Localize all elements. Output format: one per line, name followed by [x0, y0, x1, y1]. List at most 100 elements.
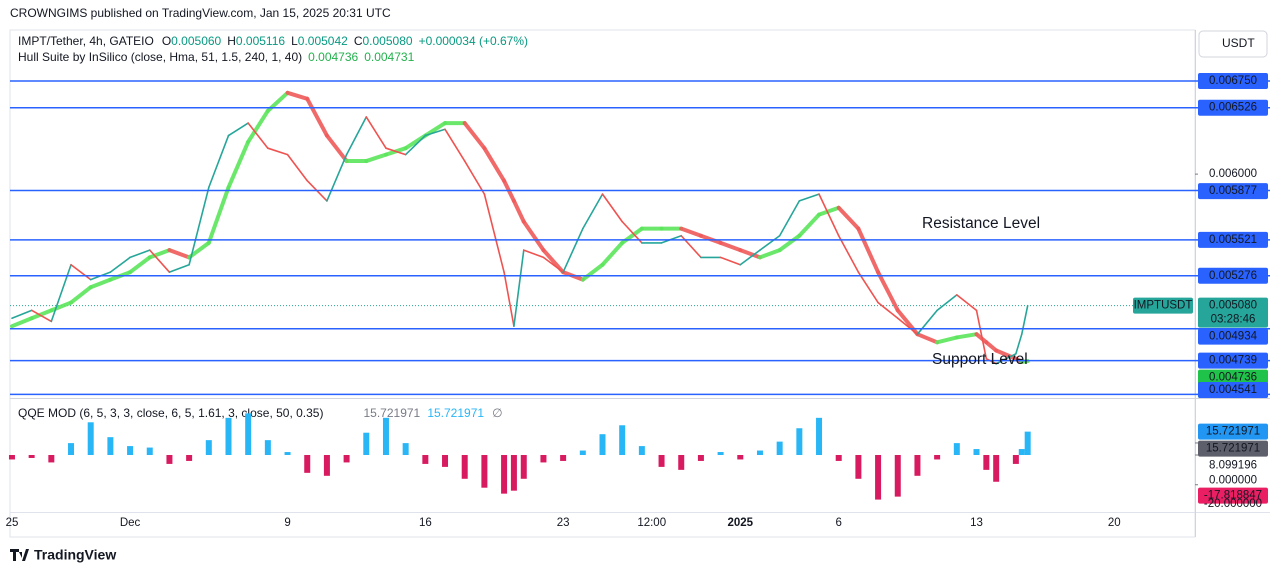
- qqe-bar: [481, 455, 488, 488]
- qqe-bar: [678, 455, 685, 470]
- price-segment: [267, 147, 289, 156]
- brand: TradingView: [34, 547, 116, 563]
- qqe-bar: [934, 455, 941, 460]
- axis-label: 0.006000: [1209, 168, 1257, 180]
- x-tick-label: Dec: [120, 517, 141, 529]
- annotation: Resistance Level: [922, 215, 1040, 232]
- qqe-bar: [756, 450, 763, 455]
- hull-segment: [305, 96, 329, 138]
- price-segment: [345, 116, 368, 156]
- price-segment: [404, 134, 427, 156]
- hull-segment: [856, 226, 881, 275]
- currency-button[interactable]: [1198, 30, 1268, 58]
- hull-segment: [895, 308, 920, 337]
- hull-segment: [541, 248, 566, 275]
- hull-segment: [49, 300, 74, 313]
- axis-label-bg: [1198, 231, 1268, 248]
- price-segment: [542, 256, 564, 273]
- qqe-bar: [323, 455, 330, 476]
- axis-label: 03:28:46: [1211, 314, 1256, 326]
- qqe-bar: [1012, 455, 1019, 464]
- price-segment: [148, 249, 171, 273]
- qqe-bar: [107, 437, 114, 455]
- qqe-bar: [579, 450, 586, 455]
- price-segment: [1015, 333, 1023, 355]
- axis-label: -17.818847: [1204, 490, 1262, 502]
- qqe-bar: [560, 455, 567, 461]
- x-tick-label: 13: [970, 517, 983, 529]
- price-pane: [10, 90, 1195, 365]
- axis-label-bg: [1198, 183, 1268, 200]
- hull-segment: [246, 108, 270, 144]
- qqe-bar: [8, 455, 15, 460]
- axis-label-bg: [1198, 99, 1268, 116]
- hull-segment: [364, 152, 388, 164]
- x-tick-label: 23: [557, 517, 570, 529]
- qqe-bar: [146, 447, 153, 455]
- qqe-bar: [993, 455, 1000, 482]
- symbol-tag: IMPTUSDT: [1134, 300, 1193, 312]
- qqe-bar: [127, 446, 134, 455]
- hull-segment: [521, 219, 546, 253]
- hull-segment: [29, 308, 54, 321]
- qqe-bar: [776, 441, 783, 455]
- currency[interactable]: USDT: [1222, 36, 1255, 50]
- legend-value: 0.005116: [236, 34, 285, 48]
- legend-value: 0.005042: [298, 34, 348, 48]
- price-segment: [227, 122, 249, 137]
- qqe-title: QQE MOD (6, 5, 3, 3, close, 6, 5, 1.61, …: [18, 406, 323, 420]
- hull-legend: Hull Suite by InSilico (close, Hma, 51, …: [18, 50, 415, 64]
- qqe-bar: [186, 455, 193, 461]
- hull-segment: [88, 277, 113, 290]
- price-segment: [208, 134, 230, 189]
- symbol-tag-bg: [1133, 297, 1193, 314]
- qqe-bar: [540, 455, 547, 463]
- hull-segment: [679, 226, 703, 238]
- price-segment: [503, 271, 515, 327]
- hull-segment: [718, 240, 743, 253]
- x-tick-label: 20: [1108, 517, 1121, 529]
- qqe-bar: [835, 455, 842, 461]
- price-segment: [975, 309, 988, 360]
- price-segment: [936, 294, 958, 312]
- hull-segment: [738, 248, 762, 260]
- price-segment: [483, 193, 505, 273]
- hull-value: 0.004731: [364, 50, 414, 64]
- plot: 25 Dec 9 16 23 12:00 2025 6 13 20 IMPTUSDT 0.006750…: [6, 73, 1270, 529]
- qqe-bar: [599, 434, 606, 455]
- qqe-bar: [875, 455, 882, 500]
- price-segment: [877, 301, 899, 320]
- axis-label: 15.721971: [1206, 426, 1260, 438]
- axis-label: 0.006526: [1209, 102, 1257, 114]
- qqe-bar: [737, 455, 744, 460]
- x-tick-label: 6: [836, 517, 842, 529]
- qqe-bar: [402, 443, 409, 455]
- axis-label: 0.005521: [1209, 234, 1257, 246]
- hull-segment: [600, 240, 625, 267]
- hull-segment: [994, 348, 1018, 361]
- axis-label-bg: [1198, 267, 1268, 284]
- price-segment: [916, 309, 938, 335]
- qqe-bar: [87, 422, 94, 455]
- price-segment: [837, 234, 860, 273]
- price-segment: [956, 294, 978, 312]
- price-segment: [168, 263, 190, 273]
- axis-label-bg: [1198, 423, 1268, 440]
- legend-change: +0.000034 (+0.67%): [419, 34, 528, 48]
- axis-label-bg: [1198, 487, 1268, 504]
- price-segment: [759, 234, 781, 251]
- qqe-bar: [245, 413, 252, 455]
- price-segment: [385, 147, 407, 156]
- qqe-value: 15.721971: [363, 406, 420, 420]
- price-segment: [247, 122, 269, 149]
- price-segment: [739, 249, 761, 266]
- qqe-bar: [363, 432, 370, 455]
- price-segment: [463, 160, 486, 195]
- price-segment: [601, 193, 623, 223]
- qqe-bar: [343, 455, 350, 463]
- legend-value: 0.005060: [171, 34, 221, 48]
- x-tick-label: 9: [284, 517, 290, 529]
- price-segment: [857, 271, 879, 304]
- qqe-bar: [894, 455, 901, 497]
